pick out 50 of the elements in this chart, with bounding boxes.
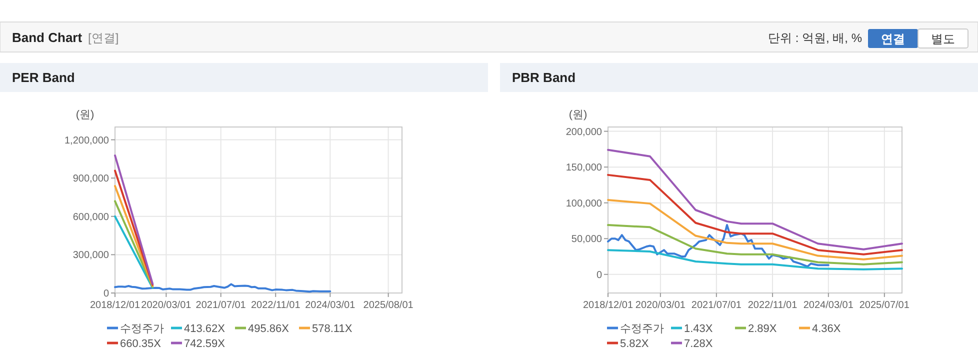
x-tick-label: 2024/03/01 xyxy=(305,300,356,311)
text: [연결] xyxy=(88,31,119,45)
legend-label: 2.89X xyxy=(748,323,778,335)
text: 단위 : 억원, 배, % xyxy=(768,31,862,45)
legend-label: 1.43X xyxy=(684,323,714,335)
y-tick-label: 100,000 xyxy=(566,198,602,210)
legend-label: 수정주가 xyxy=(120,323,164,335)
y-tick-label: 50,000 xyxy=(571,234,602,246)
y-tick-label: 1,200,000 xyxy=(64,135,110,146)
chart-title: PBR Band xyxy=(512,70,576,85)
line-series xyxy=(607,224,903,266)
chart-title: PER Band xyxy=(12,70,75,85)
x-tick-label: 2021/07/01 xyxy=(691,300,742,311)
x-tick-label: 2022/11/01 xyxy=(250,300,301,311)
x-tick-label: 2025/08/01 xyxy=(363,300,414,311)
y-axis-title: (원) xyxy=(76,109,94,121)
line-series xyxy=(607,174,903,256)
x-tick-label: 2021/07/01 xyxy=(196,300,246,311)
line-series xyxy=(607,148,903,250)
x-tick-label: 2020/03/01 xyxy=(141,300,192,311)
text: 별도 xyxy=(931,32,955,46)
line-series xyxy=(607,224,830,268)
x-tick-label: 2020/03/01 xyxy=(635,300,686,311)
legend-label: 5.82X xyxy=(620,338,650,350)
x-tick-label: 2018/12/01 xyxy=(90,300,140,311)
x-tick-label: 2025/07/01 xyxy=(859,300,910,311)
x-tick-label: 2024/03/01 xyxy=(803,300,854,311)
legend-label: 578.11X xyxy=(312,323,353,335)
x-tick-label: 2022/11/01 xyxy=(748,300,798,311)
legend-label: 7.28X xyxy=(684,338,714,350)
y-tick-label: 200,000 xyxy=(566,126,602,138)
y-tick-label: 0 xyxy=(596,270,602,281)
text: 연결 xyxy=(881,32,905,46)
line-series xyxy=(607,198,903,260)
y-tick-label: 300,000 xyxy=(72,250,110,262)
y-tick-label: 900,000 xyxy=(72,174,110,185)
x-tick-label: 2018/12/01 xyxy=(582,300,634,311)
y-tick-label: 150,000 xyxy=(566,162,602,174)
legend-label: 660.35X xyxy=(120,338,162,350)
y-tick-label: 0 xyxy=(103,288,110,300)
legend-label: 413.62X xyxy=(184,323,226,335)
line-series xyxy=(114,283,332,293)
legend-label: 4.36X xyxy=(812,323,842,335)
y-axis-title: (원) xyxy=(568,109,588,121)
line-series xyxy=(607,249,903,270)
legend-label: 수정주가 xyxy=(620,323,664,335)
text: Band Chart xyxy=(12,30,83,45)
y-tick-label: 600,000 xyxy=(72,212,110,223)
legend-label: 742.59X xyxy=(184,338,226,350)
legend-label: 495.86X xyxy=(248,323,290,335)
